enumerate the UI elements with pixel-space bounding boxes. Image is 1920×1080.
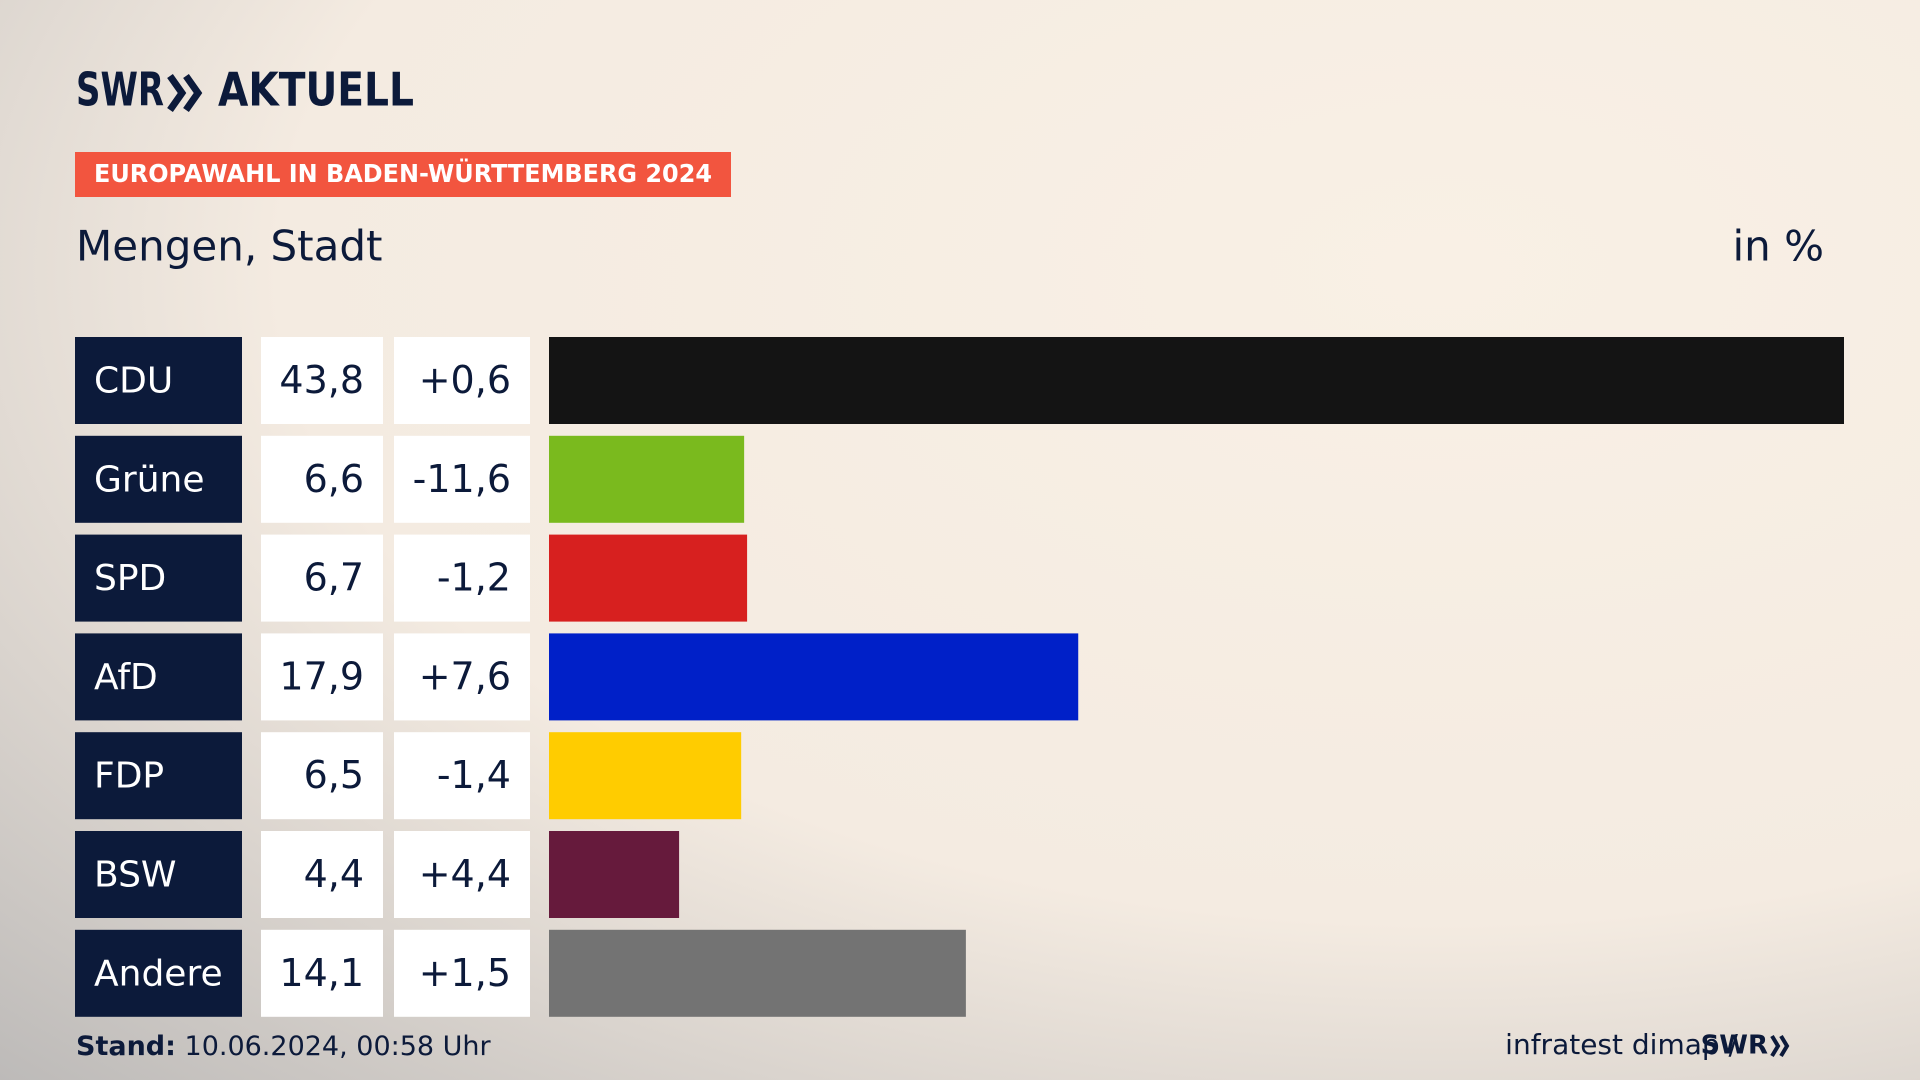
bar	[549, 929, 966, 1017]
value-label: 6,6	[304, 457, 364, 501]
change-cell	[394, 534, 530, 622]
change-label: +1,5	[419, 951, 511, 995]
value-cell	[261, 732, 383, 820]
change-label: +0,6	[419, 358, 511, 402]
party-box	[75, 831, 242, 918]
bar	[549, 633, 1079, 721]
value-cell	[261, 337, 383, 424]
change-cell	[394, 732, 530, 820]
value-label: 17,9	[279, 654, 364, 698]
value-label: 43,8	[279, 358, 364, 402]
bar	[549, 435, 745, 523]
change-cell	[394, 337, 530, 424]
brand-chevrons	[167, 73, 203, 113]
party-label: BSW	[94, 855, 177, 896]
bar	[549, 732, 742, 820]
party-box	[75, 534, 242, 622]
value-label: 14,1	[279, 951, 364, 995]
party-box	[75, 337, 242, 424]
footer-source: infratest dimap /	[1505, 1028, 1738, 1061]
value-label: 4,4	[304, 852, 364, 896]
change-label: +7,6	[419, 654, 511, 698]
party-label: AfD	[94, 657, 158, 698]
bar	[549, 534, 748, 622]
change-label: -11,6	[413, 457, 511, 501]
party-box	[75, 435, 242, 523]
chart-subtitle: Mengen, Stadt	[76, 222, 383, 271]
brand-section: AKTUELL	[218, 63, 414, 117]
chart-title: EUROPAWAHL IN BADEN-WÜRTTEMBERG 2024	[94, 158, 712, 188]
unit-label: in %	[1732, 222, 1824, 271]
value-cell	[261, 534, 383, 622]
change-cell	[394, 929, 530, 1017]
change-cell	[394, 435, 530, 523]
value-label: 6,5	[304, 753, 364, 797]
value-label: 6,7	[304, 556, 364, 600]
title-badge	[75, 152, 731, 197]
value-cell	[261, 633, 383, 721]
change-label: -1,2	[437, 556, 511, 600]
stand-date: 10.06.2024, 00:58 Uhr	[185, 1031, 492, 1062]
bar	[549, 337, 1844, 424]
change-label: -1,4	[437, 753, 511, 797]
footer-chevrons	[1770, 1034, 1790, 1058]
value-cell	[261, 929, 383, 1017]
party-box	[75, 929, 242, 1017]
party-box	[75, 732, 242, 820]
value-cell	[261, 435, 383, 523]
footer-brand: SWR	[1701, 1031, 1768, 1061]
bar	[549, 831, 680, 918]
party-label: SPD	[94, 558, 166, 599]
footer-stand: Stand: 10.06.2024, 00:58 Uhr	[76, 1031, 492, 1062]
party-label: Grüne	[94, 459, 204, 500]
value-cell	[261, 831, 383, 918]
brand-logo: SWR	[76, 63, 164, 117]
change-cell	[394, 633, 530, 721]
party-label: Andere	[94, 953, 223, 994]
change-label: +4,4	[419, 852, 511, 896]
change-cell	[394, 831, 530, 918]
party-label: CDU	[94, 361, 173, 402]
party-label: FDP	[94, 756, 164, 797]
stand-label: Stand:	[76, 1031, 176, 1062]
party-box	[75, 633, 242, 721]
